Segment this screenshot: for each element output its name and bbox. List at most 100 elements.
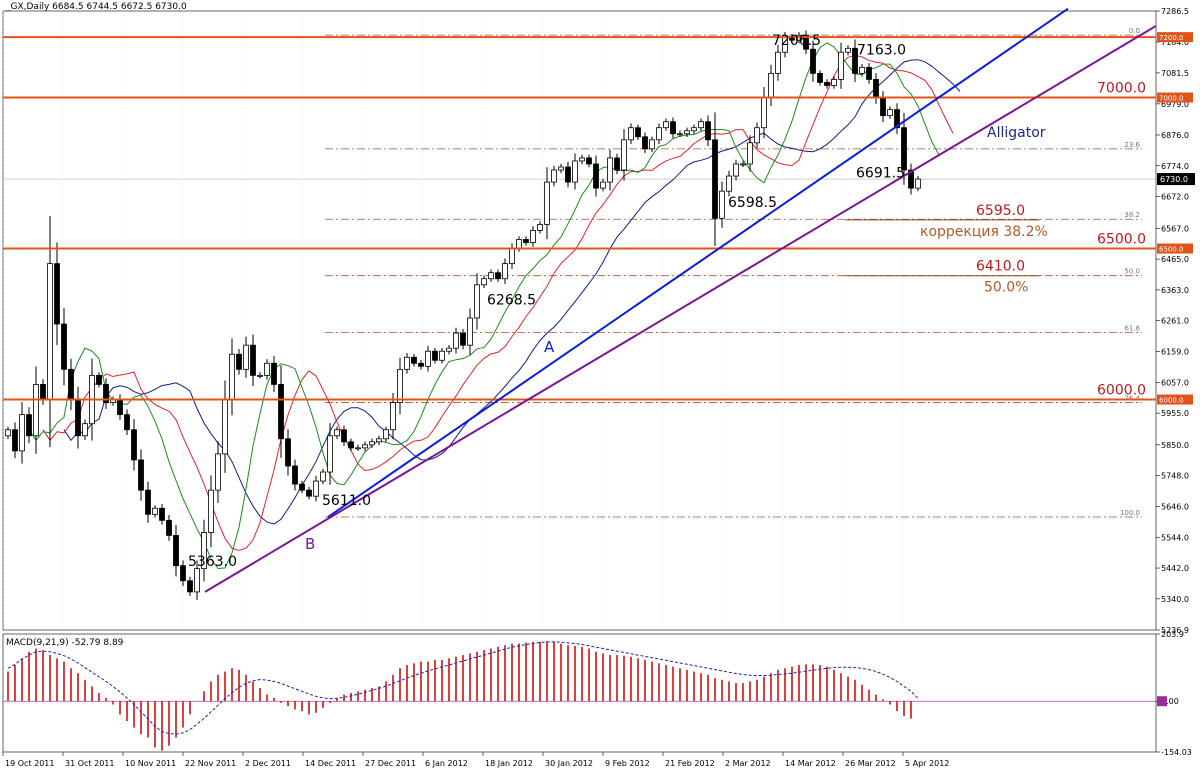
candle-bear (173, 535, 179, 567)
candle-bull (726, 175, 732, 192)
level-tag-label: 6000.0 (1159, 397, 1184, 405)
level-tag (1157, 243, 1193, 254)
price-tick-label: 6774.0 (1161, 162, 1189, 171)
candle-bear (292, 465, 298, 485)
level-tag (1157, 92, 1193, 103)
candle-bear (495, 272, 501, 280)
candle-bear (908, 169, 914, 189)
candle-bear (299, 483, 305, 491)
candle-bear (614, 157, 620, 171)
candle-bull (733, 163, 739, 177)
candle-bull (915, 178, 921, 189)
candle-bull (579, 157, 585, 162)
candle-bear (635, 127, 641, 138)
candle-bear (166, 519, 172, 536)
candle-bull (334, 429, 340, 437)
candle-bull (425, 350, 431, 367)
label-6598-5: 6598.5 (728, 195, 777, 211)
candle-bull (698, 121, 704, 129)
candle-bear (810, 48, 816, 74)
fib-level-label: 50.0 (1124, 268, 1140, 276)
candle-bear (593, 163, 599, 189)
fib-level-label: 0.0 (1129, 27, 1140, 35)
candle-bear (873, 79, 879, 98)
candle-bull (5, 429, 11, 437)
time-tick-label: 18 Jan 2012 (485, 759, 533, 768)
candle-bull (453, 332, 459, 349)
candle-bear (117, 399, 123, 416)
candle-bull (516, 239, 522, 249)
candle-bear (670, 121, 676, 135)
candle-bull (628, 127, 634, 141)
time-tick-label: 26 Mar 2012 (845, 759, 896, 768)
candle-bull (607, 157, 613, 183)
candle-bull (859, 66, 865, 74)
candle-bear (852, 47, 858, 74)
candle-bull (502, 263, 508, 280)
price-axis: 7286.5 7184.0 7081.5 6979.0 6876.0 6774.0 6672… (1156, 7, 1195, 635)
level-value-label: 6000.0 (1097, 383, 1146, 399)
candle-bear (803, 34, 809, 50)
candle-bull (684, 130, 690, 135)
candle-bull (229, 353, 235, 400)
macd-signal-path (7, 641, 919, 735)
macd-tick-label: 203.9 (1161, 630, 1184, 639)
time-tick-label: 31 Oct 2011 (65, 759, 114, 768)
price-tick-label: 5544.0 (1161, 533, 1189, 542)
candle-bull (530, 230, 536, 243)
candle-bear (138, 459, 144, 491)
alligator-jaw-line (63, 59, 961, 525)
candle-bull (509, 248, 515, 265)
candle-bull (488, 272, 494, 280)
last-price-badge (1157, 173, 1195, 186)
level-tag (1157, 32, 1193, 43)
price-tick-label: 6567.0 (1161, 224, 1189, 233)
candle-bear (460, 332, 466, 346)
candle-bull (194, 568, 200, 593)
candle-bull (761, 97, 767, 129)
candle-bear (894, 109, 900, 129)
price-tick-label: 5748.0 (1161, 472, 1189, 481)
candle-bear (586, 157, 592, 165)
alligator-indicator (28, 42, 961, 570)
candle-bear (250, 344, 256, 376)
label-6268-5: 6268.5 (487, 292, 536, 308)
chart-header: _GX,Daily 6684.5 6744.5 6672.5 6730.0 (5, 2, 187, 12)
candle-bull (222, 399, 228, 455)
candle-bull (201, 532, 207, 570)
label-7206-5: 7206.5 (772, 33, 821, 49)
candle-bear (26, 414, 32, 437)
price-tick-label: 5646.0 (1161, 502, 1189, 511)
candle-bull (446, 347, 452, 352)
price-tick-label: 5955.0 (1161, 409, 1189, 418)
candle-bull (831, 79, 837, 86)
level-value-label: 6500.0 (1097, 232, 1146, 248)
candle-bear (824, 82, 830, 86)
candle-bear (642, 136, 648, 150)
price-panel: 0.023.638.250.061.876.4100.0 7206.57163.… (2, 2, 1157, 631)
candle-bear (12, 429, 18, 452)
candle-bull (474, 284, 480, 319)
label-trend-b: B (305, 535, 315, 553)
candle-bear (40, 384, 46, 400)
candle-bear (75, 399, 81, 437)
macd-signal-line (7, 641, 919, 735)
last-price-label: 6730.0 (1160, 175, 1188, 184)
candle-bull (369, 441, 375, 446)
time-tick-label: 14 Dec 2011 (305, 759, 356, 768)
trendline-b (204, 25, 1157, 593)
candle-bull (649, 139, 655, 150)
candle-bear (278, 384, 284, 440)
candle-bull (656, 127, 662, 141)
label-6410: 6410.0 (976, 259, 1025, 275)
candle-bear (159, 507, 165, 521)
candle-bull (404, 356, 410, 370)
candle-bull (537, 223, 543, 231)
candle-bull (600, 181, 606, 189)
candle-bull (845, 47, 851, 53)
candle-bull (691, 127, 697, 132)
candle-bull (754, 127, 760, 144)
label-5363: 5363.0 (188, 554, 237, 570)
label-alligator: Alligator (987, 125, 1046, 141)
candle-bull (47, 263, 53, 400)
